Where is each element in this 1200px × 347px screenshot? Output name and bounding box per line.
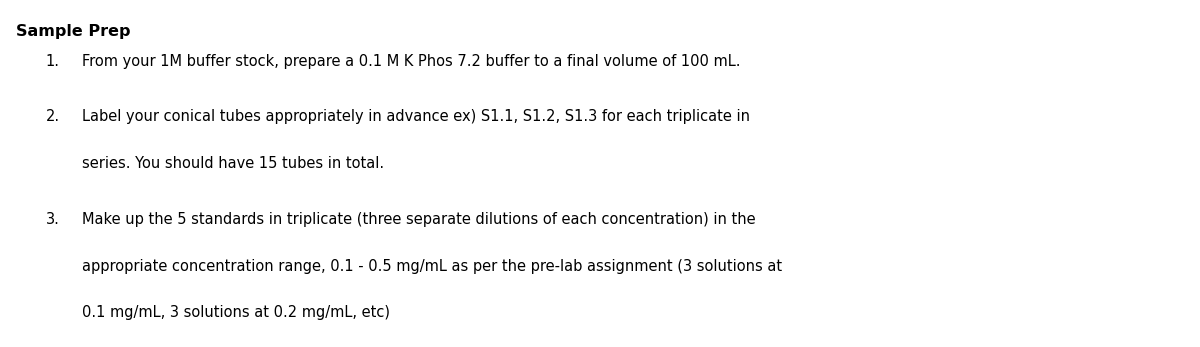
Text: series. You should have 15 tubes in total.: series. You should have 15 tubes in tota… [82, 156, 384, 171]
Text: From your 1M buffer stock, prepare a 0.1 M K Phos 7.2 buffer to a final volume o: From your 1M buffer stock, prepare a 0.1… [82, 54, 740, 69]
Text: 0.1 mg/mL, 3 solutions at 0.2 mg/mL, etc): 0.1 mg/mL, 3 solutions at 0.2 mg/mL, etc… [82, 305, 390, 320]
Text: 3.: 3. [46, 212, 60, 227]
Text: 2.: 2. [46, 109, 60, 124]
Text: Make up the 5 standards in triplicate (three separate dilutions of each concentr: Make up the 5 standards in triplicate (t… [82, 212, 755, 227]
Text: Label your conical tubes appropriately in advance ex) S1.1, S1.2, S1.3 for each : Label your conical tubes appropriately i… [82, 109, 750, 124]
Text: appropriate concentration range, 0.1 - 0.5 mg/mL as per the pre-lab assignment (: appropriate concentration range, 0.1 - 0… [82, 259, 781, 273]
Text: 1.: 1. [46, 54, 60, 69]
Text: Sample Prep: Sample Prep [16, 24, 130, 39]
